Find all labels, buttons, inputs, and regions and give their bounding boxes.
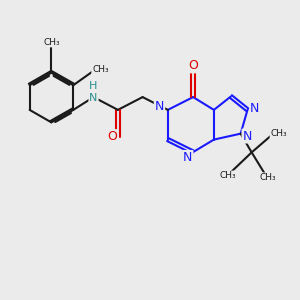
- Text: N: N: [242, 130, 252, 142]
- Text: CH₃: CH₃: [270, 129, 287, 138]
- Text: N: N: [250, 102, 260, 115]
- Text: CH₃: CH₃: [43, 38, 60, 46]
- Text: N: N: [155, 100, 164, 113]
- Text: O: O: [108, 130, 118, 143]
- Text: CH₃: CH₃: [220, 171, 236, 180]
- Text: O: O: [188, 59, 198, 72]
- Text: N: N: [183, 151, 192, 164]
- Text: CH₃: CH₃: [260, 173, 276, 182]
- Text: CH₃: CH₃: [92, 65, 109, 74]
- Text: H
N: H N: [89, 81, 98, 103]
